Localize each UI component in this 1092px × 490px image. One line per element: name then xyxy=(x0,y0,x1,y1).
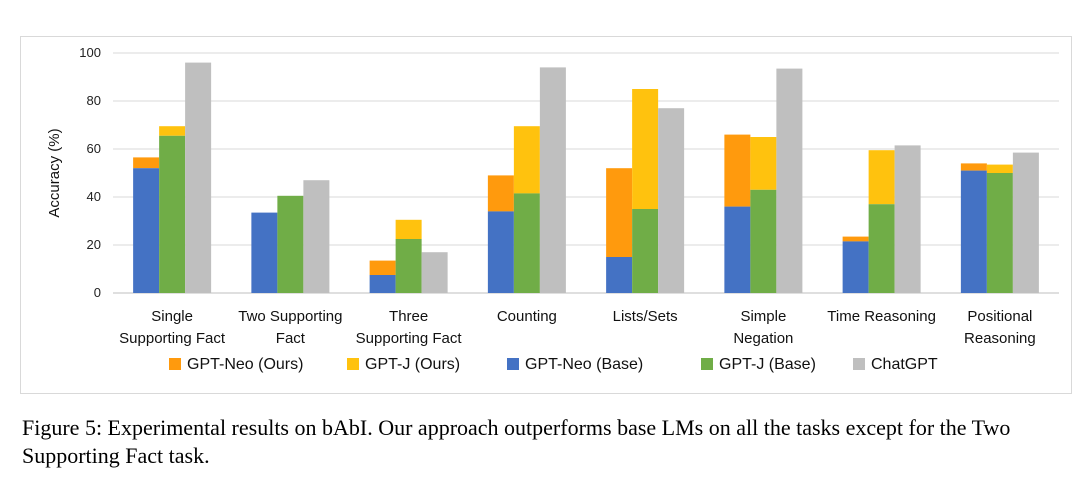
bar-gpt-neo-base- xyxy=(369,275,396,293)
bar-chatgpt xyxy=(185,62,212,293)
y-tick-label: 0 xyxy=(94,285,101,300)
legend-swatch xyxy=(347,358,359,370)
x-tick-label: Lists/Sets xyxy=(613,308,678,325)
bar-gpt-j-base- xyxy=(159,135,186,293)
y-tick-label: 60 xyxy=(87,141,101,156)
legend-swatch xyxy=(169,358,181,370)
bar-gpt-j-ours- xyxy=(868,150,895,205)
legend: GPT-Neo (Ours) GPT-J (Ours) GPT-Neo (Base)… xyxy=(169,356,938,373)
y-tick-label: 40 xyxy=(87,189,101,204)
y-tick-label: 20 xyxy=(87,237,101,252)
x-tick-label: Positional xyxy=(967,308,1032,325)
chart-frame: 0 20 40 60 80 100 Accuracy (%) Single Supporting… xyxy=(20,36,1072,394)
x-tick-label: Fact xyxy=(276,330,306,347)
bar-gpt-j-base- xyxy=(632,209,659,293)
y-tick-label: 80 xyxy=(87,93,101,108)
legend-swatch xyxy=(853,358,865,370)
x-tick-label: Negation xyxy=(733,330,793,347)
bar-gpt-neo-ours- xyxy=(724,134,751,207)
x-tick-label: Three xyxy=(389,308,428,325)
bar-gpt-j-ours- xyxy=(750,137,777,190)
bars xyxy=(133,62,1039,294)
bar-chatgpt xyxy=(421,252,448,293)
bar-gpt-neo-ours- xyxy=(133,157,160,169)
bar-gpt-neo-ours- xyxy=(842,236,869,242)
bar-chatgpt xyxy=(539,67,566,294)
bar-gpt-neo-ours- xyxy=(487,175,514,212)
x-tick-label: Single xyxy=(151,308,193,325)
bar-gpt-j-base- xyxy=(986,173,1013,293)
axes: 0 20 40 60 80 100 Accuracy (%) Single Supporting… xyxy=(46,45,1036,347)
x-tick-label: Counting xyxy=(497,308,557,325)
x-tick-label: Simple xyxy=(740,308,786,325)
bar-gpt-j-ours- xyxy=(513,126,540,194)
bar-gpt-neo-base- xyxy=(606,257,633,293)
bar-gpt-j-base- xyxy=(277,195,304,293)
bar-chatgpt xyxy=(776,68,803,293)
bar-gpt-j-ours- xyxy=(159,126,186,136)
bar-gpt-j-base- xyxy=(395,239,422,293)
x-tick-label: Reasoning xyxy=(964,330,1036,347)
legend-label: GPT-J (Ours) xyxy=(365,356,460,373)
bar-chatgpt xyxy=(303,180,330,293)
bar-gpt-j-base- xyxy=(868,204,895,293)
bar-gpt-j-base- xyxy=(750,189,777,293)
bar-gpt-neo-base- xyxy=(487,211,514,293)
x-tick-label: Two Supporting xyxy=(238,308,342,325)
bar-chart: 0 20 40 60 80 100 Accuracy (%) Single Supporting… xyxy=(46,45,1059,373)
bar-gpt-neo-ours- xyxy=(369,260,396,275)
bar-gpt-neo-base- xyxy=(960,170,987,293)
y-axis-label: Accuracy (%) xyxy=(46,128,63,217)
x-tick-label: Supporting Fact xyxy=(119,330,226,347)
bar-gpt-neo-base- xyxy=(251,212,278,293)
bar-gpt-neo-base- xyxy=(724,206,751,293)
bar-gpt-neo-base- xyxy=(133,168,160,293)
figure-caption: Figure 5: Experimental results on bAbI. … xyxy=(22,415,1011,468)
bar-chatgpt xyxy=(658,108,685,293)
bar-gpt-j-ours- xyxy=(395,219,422,239)
legend-label: GPT-J (Base) xyxy=(719,356,816,373)
legend-label: ChatGPT xyxy=(871,356,938,373)
legend-label: GPT-Neo (Base) xyxy=(525,356,643,373)
bar-chatgpt xyxy=(894,145,921,293)
legend-swatch xyxy=(701,358,713,370)
bar-chatgpt xyxy=(1012,152,1039,293)
bar-gpt-neo-ours- xyxy=(960,163,987,171)
bar-gpt-j-base- xyxy=(513,193,540,293)
legend-swatch xyxy=(507,358,519,370)
bar-gpt-j-ours- xyxy=(986,164,1013,173)
legend-label: GPT-Neo (Ours) xyxy=(187,356,303,373)
bar-gpt-j-ours- xyxy=(632,89,659,209)
bar-gpt-neo-base- xyxy=(842,241,869,293)
x-tick-label: Time Reasoning xyxy=(827,308,936,325)
y-tick-label: 100 xyxy=(79,45,101,60)
x-tick-label: Supporting Fact xyxy=(356,330,463,347)
bar-gpt-neo-ours- xyxy=(606,168,633,257)
